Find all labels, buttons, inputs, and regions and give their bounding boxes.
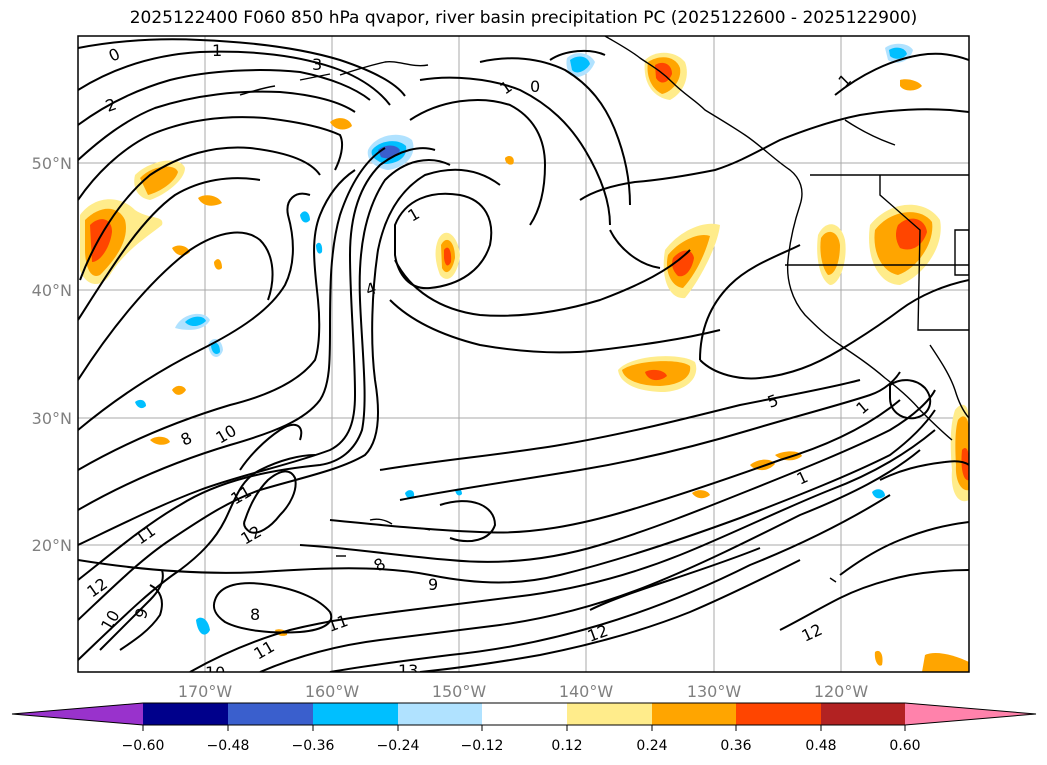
colorbar-segment: [482, 703, 567, 725]
colorbar-segment: [143, 703, 228, 725]
lon-labels: 170°W 160°W 150°W 140°W 130°W 120°W: [178, 682, 869, 701]
lon-label-130w: 130°W: [687, 682, 742, 701]
map-title: 2025122400 F060 850 hPa qvapor, river ba…: [129, 8, 918, 28]
contour-label: 3: [312, 55, 322, 74]
contour-label: 1: [212, 41, 222, 60]
colorbar-segment: [398, 703, 482, 725]
colorbar-extend-right: [905, 703, 1036, 725]
colorbar-ticks: [142, 725, 906, 731]
contour-label: 13: [398, 661, 418, 680]
contour-label: 8: [250, 605, 260, 624]
lat-label-40n: 40°N: [32, 281, 72, 300]
colorbar-segment: [736, 703, 821, 725]
lon-label-170w: 170°W: [178, 682, 233, 701]
lon-label-140w: 140°W: [559, 682, 614, 701]
qvapor-contours: [78, 38, 969, 672]
colorbar-tick-label: −0.12: [461, 738, 504, 754]
precip-shading: [80, 43, 969, 672]
colorbar-extend-left: [12, 703, 143, 725]
colorbar-tick-label: −0.36: [292, 738, 335, 754]
colorbar-tick-label: −0.24: [377, 738, 420, 754]
colorbar-tick-label: −0.60: [122, 738, 165, 754]
colorbar-tick-label: 0.60: [889, 738, 920, 754]
colorbar: −0.60 −0.48 −0.36 −0.24 −0.12 0.12 0.24 …: [11, 702, 1037, 754]
contour-label: 10: [205, 663, 225, 682]
colorbar-segment: [313, 703, 398, 725]
colorbar-tick-label: 0.48: [805, 738, 836, 754]
contour-label: 0: [530, 77, 540, 96]
map-frame: [77, 35, 970, 673]
lat-label-30n: 30°N: [32, 409, 72, 428]
colorbar-segment: [821, 703, 905, 725]
map-plot-area: [78, 36, 969, 672]
colorbar-segment: [228, 703, 313, 725]
colorbar-tick-label: 0.24: [636, 738, 667, 754]
colorbar-tick-label: 0.36: [720, 738, 751, 754]
lon-label-120w: 120°W: [814, 682, 869, 701]
lat-label-20n: 20°N: [32, 536, 72, 555]
colorbar-segment: [652, 703, 736, 725]
lon-label-150w: 150°W: [432, 682, 487, 701]
lon-label-160w: 160°W: [305, 682, 360, 701]
colorbar-segment: [567, 703, 652, 725]
contour-label: 9: [428, 575, 438, 594]
coastlines: [239, 36, 969, 583]
lat-label-50n: 50°N: [32, 154, 72, 173]
colorbar-tick-label: −0.48: [207, 738, 250, 754]
lat-labels: 50°N 40°N 30°N 20°N: [32, 154, 72, 555]
colorbar-tick-label: 0.12: [551, 738, 582, 754]
